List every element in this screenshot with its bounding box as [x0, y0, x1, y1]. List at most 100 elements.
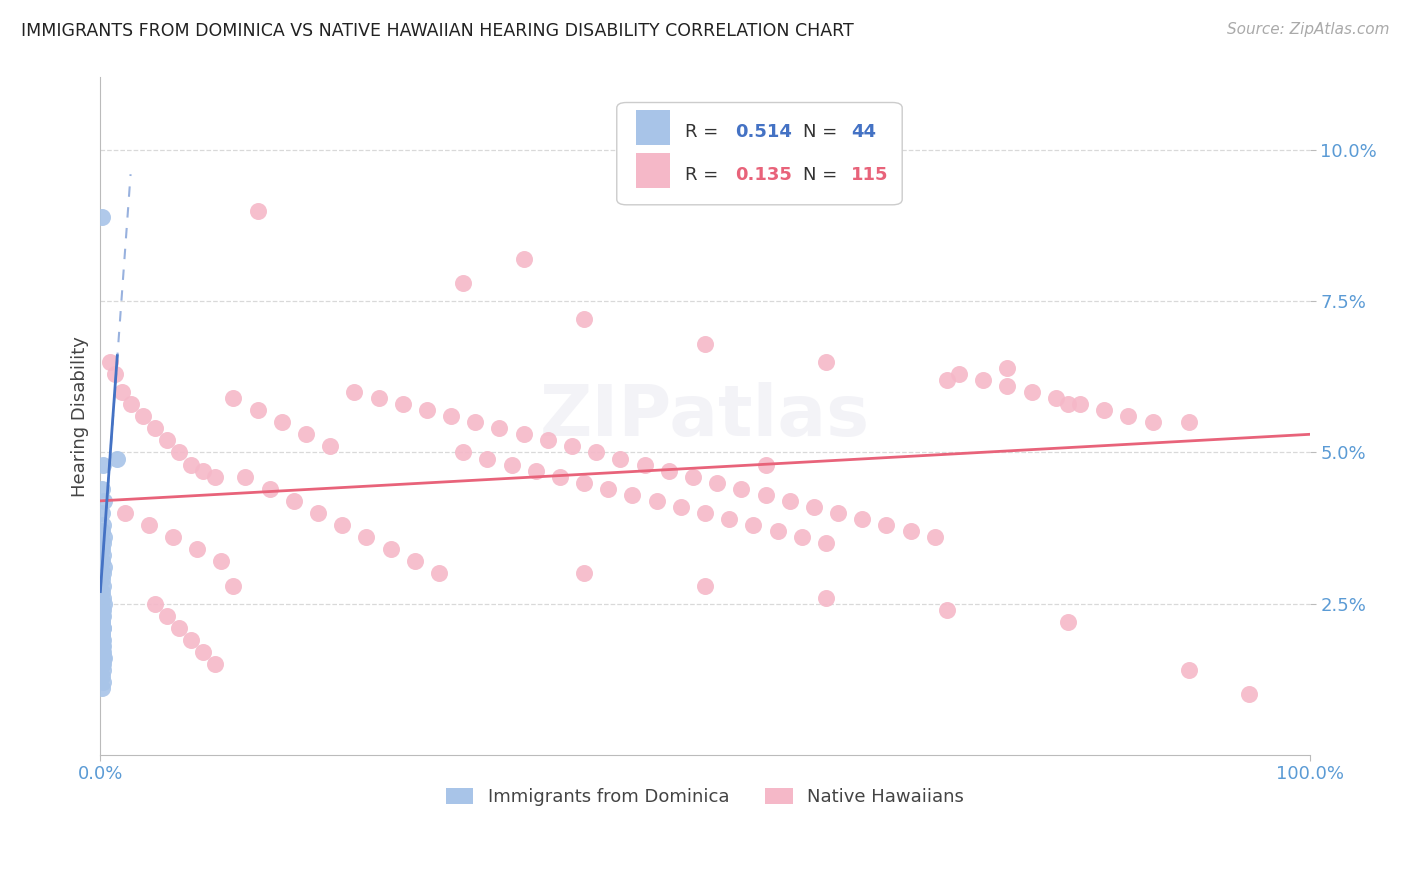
Point	[669, 500, 692, 514]
Point	[440, 409, 463, 424]
Point	[585, 445, 607, 459]
Point	[658, 464, 681, 478]
Point	[572, 566, 595, 581]
Text: R =: R =	[685, 166, 724, 184]
Point	[91, 621, 114, 635]
Point	[283, 493, 305, 508]
Point	[875, 518, 897, 533]
Text: IMMIGRANTS FROM DOMINICA VS NATIVE HAWAIIAN HEARING DISABILITY CORRELATION CHART: IMMIGRANTS FROM DOMINICA VS NATIVE HAWAI…	[21, 22, 853, 40]
Point	[131, 409, 153, 424]
FancyBboxPatch shape	[617, 103, 903, 205]
Point	[91, 566, 114, 581]
Point	[693, 506, 716, 520]
Point	[754, 488, 776, 502]
Point	[307, 506, 329, 520]
Point	[91, 639, 114, 653]
Point	[90, 657, 112, 672]
Point	[90, 669, 112, 683]
Point	[143, 597, 166, 611]
Point	[779, 493, 801, 508]
Point	[90, 603, 112, 617]
Point	[111, 384, 134, 399]
Point	[90, 554, 112, 568]
Point	[90, 681, 112, 696]
Point	[501, 458, 523, 472]
Point	[936, 373, 959, 387]
Point	[90, 542, 112, 557]
Point	[91, 518, 114, 533]
Point	[91, 632, 114, 647]
Point	[1057, 615, 1080, 629]
Point	[1239, 687, 1261, 701]
Point	[222, 391, 245, 405]
Point	[167, 621, 190, 635]
Point	[180, 632, 202, 647]
Point	[90, 632, 112, 647]
Point	[404, 554, 426, 568]
Point	[814, 536, 837, 550]
Text: ZIPatlas: ZIPatlas	[540, 382, 870, 450]
Point	[572, 312, 595, 326]
Point	[766, 524, 789, 538]
Point	[330, 518, 353, 533]
Point	[91, 657, 114, 672]
Point	[706, 475, 728, 490]
Point	[814, 355, 837, 369]
Point	[156, 608, 179, 623]
Point	[1178, 663, 1201, 677]
Point	[120, 397, 142, 411]
Point	[90, 639, 112, 653]
Point	[91, 603, 114, 617]
Point	[477, 451, 499, 466]
Point	[90, 627, 112, 641]
Point	[235, 469, 257, 483]
Point	[222, 578, 245, 592]
Point	[380, 542, 402, 557]
Point	[1069, 397, 1091, 411]
Point	[204, 469, 226, 483]
Point	[537, 434, 560, 448]
Point	[246, 403, 269, 417]
Point	[633, 458, 655, 472]
Point	[91, 645, 114, 659]
Text: N =: N =	[803, 166, 844, 184]
Point	[790, 530, 813, 544]
Point	[204, 657, 226, 672]
Bar	[636, 153, 671, 188]
Point	[598, 482, 620, 496]
Point	[609, 451, 631, 466]
Point	[91, 536, 114, 550]
Point	[270, 415, 292, 429]
Point	[936, 603, 959, 617]
Point	[162, 530, 184, 544]
Point	[416, 403, 439, 417]
Point	[93, 493, 115, 508]
Point	[191, 645, 214, 659]
Point	[814, 591, 837, 605]
Point	[91, 458, 114, 472]
Point	[93, 597, 115, 611]
Point	[209, 554, 232, 568]
Point	[645, 493, 668, 508]
Point	[114, 506, 136, 520]
Text: Source: ZipAtlas.com: Source: ZipAtlas.com	[1226, 22, 1389, 37]
Point	[343, 384, 366, 399]
Point	[682, 469, 704, 483]
Point	[367, 391, 389, 405]
Point	[524, 464, 547, 478]
Y-axis label: Hearing Disability: Hearing Disability	[72, 335, 89, 497]
Point	[1057, 397, 1080, 411]
Point	[180, 458, 202, 472]
Point	[512, 252, 534, 266]
Point	[167, 445, 190, 459]
Point	[730, 482, 752, 496]
Text: 115: 115	[852, 166, 889, 184]
Point	[997, 379, 1019, 393]
Point	[948, 367, 970, 381]
Point	[138, 518, 160, 533]
Point	[91, 591, 114, 605]
Point	[827, 506, 849, 520]
Point	[512, 427, 534, 442]
Text: N =: N =	[803, 123, 844, 141]
Point	[90, 615, 112, 629]
